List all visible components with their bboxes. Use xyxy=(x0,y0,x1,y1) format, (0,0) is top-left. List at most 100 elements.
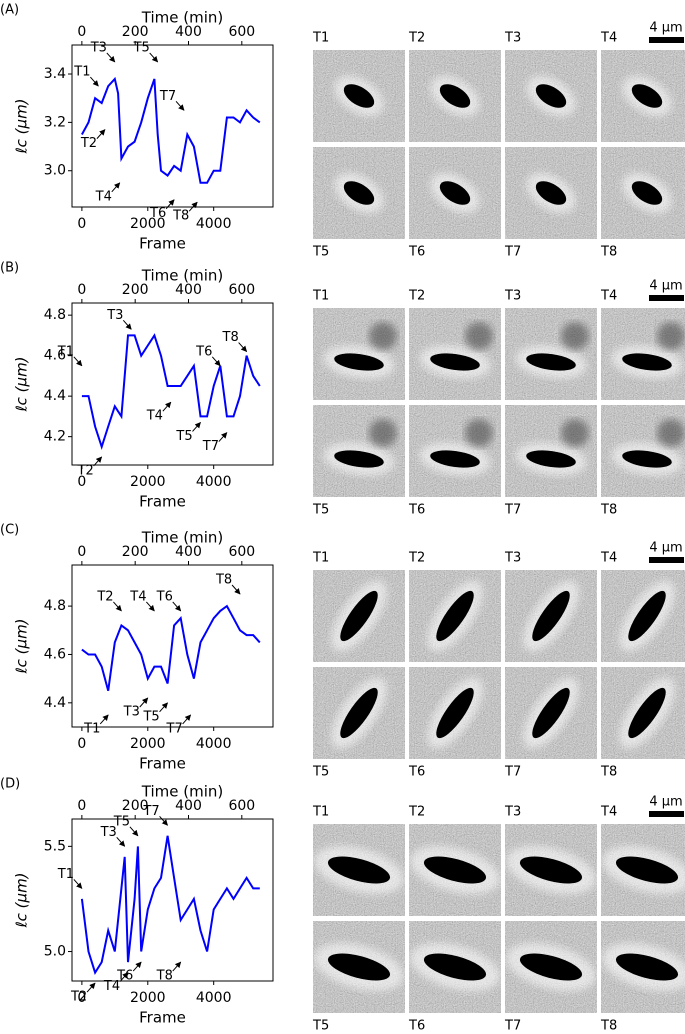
micrograph xyxy=(505,405,597,497)
x-tick-label: 2000 xyxy=(130,474,166,490)
dark-blob xyxy=(465,322,493,350)
cell xyxy=(622,450,672,468)
annotation-arrow xyxy=(211,356,221,367)
micrograph xyxy=(601,667,685,759)
x-axis-title: Frame xyxy=(139,235,186,253)
annotation-label: T2 xyxy=(70,990,87,1005)
annotation-arrow xyxy=(129,826,139,837)
top-axis-title: Time (min) xyxy=(141,267,223,285)
x-tick-label: 2000 xyxy=(130,990,166,1006)
cell xyxy=(423,953,487,981)
cell xyxy=(439,181,471,205)
annotation-label: T1 xyxy=(57,344,74,359)
top-axis-title: Time (min) xyxy=(141,529,223,547)
annotation-label: T6 xyxy=(195,344,212,359)
annotation-label: T2 xyxy=(77,463,94,478)
annotation-arrow xyxy=(238,342,248,353)
micrograph xyxy=(505,308,597,400)
annotation-label: T7 xyxy=(166,721,183,736)
cell xyxy=(631,84,663,108)
data-line xyxy=(81,333,261,451)
x-axis-title: Frame xyxy=(139,493,186,511)
scale-bar-label: 4 μm xyxy=(649,541,682,556)
cell xyxy=(439,84,471,108)
frame-label: T2 xyxy=(408,551,425,566)
scale-bar-label: 4 μm xyxy=(649,795,682,810)
dark-blob xyxy=(561,322,589,350)
cell xyxy=(340,687,378,739)
y-tick-label: 3.2 xyxy=(44,114,66,130)
micrograph xyxy=(601,50,685,142)
micrograph xyxy=(601,405,685,497)
scale-bar xyxy=(649,37,684,43)
annotation-label: T1 xyxy=(73,65,90,80)
top-tick-label: 200 xyxy=(122,24,149,40)
annotation-label: T8 xyxy=(156,969,173,984)
plot-frame xyxy=(71,564,274,728)
cell xyxy=(532,590,570,642)
micrograph xyxy=(409,570,501,662)
dark-blob xyxy=(369,419,397,447)
plot-frame xyxy=(71,818,274,982)
y-tick-label: 4.2 xyxy=(44,429,66,445)
annotation-arrow xyxy=(218,432,228,442)
x-tick-label: 2000 xyxy=(130,216,166,232)
annotation-label: T4 xyxy=(129,589,146,604)
cell xyxy=(436,687,474,739)
annotation-label: T1 xyxy=(83,721,100,736)
micrograph xyxy=(601,147,685,239)
dark-blob xyxy=(657,419,685,447)
top-tick-label: 200 xyxy=(122,282,149,298)
cell xyxy=(535,181,567,205)
top-tick-label: 400 xyxy=(175,282,202,298)
frame-label: T6 xyxy=(408,1019,425,1034)
annotation-label: T8 xyxy=(215,573,232,588)
cell xyxy=(430,353,480,371)
panel-label: (A) xyxy=(0,3,19,18)
annotation-label: T4 xyxy=(103,979,120,994)
micrograph xyxy=(409,667,501,759)
top-tick-label: 400 xyxy=(175,544,202,560)
x-tick-label: 0 xyxy=(77,736,86,752)
frame-label: T6 xyxy=(408,245,425,260)
annotation-label: T5 xyxy=(133,40,150,55)
micrograph xyxy=(601,824,685,916)
frame-label: T2 xyxy=(408,805,425,820)
data-line xyxy=(81,76,261,184)
annotation-arrow xyxy=(99,714,109,725)
annotation-label: T4 xyxy=(95,189,112,204)
cell xyxy=(519,856,583,884)
x-tick-label: 4000 xyxy=(196,216,232,232)
frame-label: T4 xyxy=(600,289,617,304)
scale-bar xyxy=(649,811,684,817)
annotation-label: T1 xyxy=(57,867,74,882)
cell xyxy=(436,590,474,642)
annotation-arrow xyxy=(86,982,96,993)
cell xyxy=(628,590,666,642)
x-axis-title: Frame xyxy=(139,755,186,773)
micrograph xyxy=(409,147,501,239)
annotation-arrow xyxy=(119,972,129,982)
top-tick-label: 0 xyxy=(77,798,86,814)
top-tick-label: 600 xyxy=(228,24,255,40)
annotation-label: T2 xyxy=(96,589,113,604)
frame-label: T5 xyxy=(312,1019,329,1034)
cell xyxy=(628,687,666,739)
annotation-label: T3 xyxy=(123,704,140,719)
annotation-arrow xyxy=(96,129,106,139)
annotation-arrow xyxy=(146,601,155,612)
y-tick-label: 4.6 xyxy=(44,646,66,662)
y-tick-label: 4.4 xyxy=(44,388,66,404)
annotation-label: T5 xyxy=(142,709,159,724)
annotation-arrow xyxy=(172,961,182,972)
y-axis-title: ℓc (μm) xyxy=(13,356,31,412)
x-tick-label: 2000 xyxy=(130,736,166,752)
cell xyxy=(526,450,576,468)
data-line xyxy=(80,835,260,975)
micrograph xyxy=(505,570,597,662)
dark-blob xyxy=(561,419,589,447)
micrograph xyxy=(505,667,597,759)
dark-blob xyxy=(369,322,397,350)
cell xyxy=(423,856,487,884)
y-tick-label: 4.4 xyxy=(44,695,66,711)
